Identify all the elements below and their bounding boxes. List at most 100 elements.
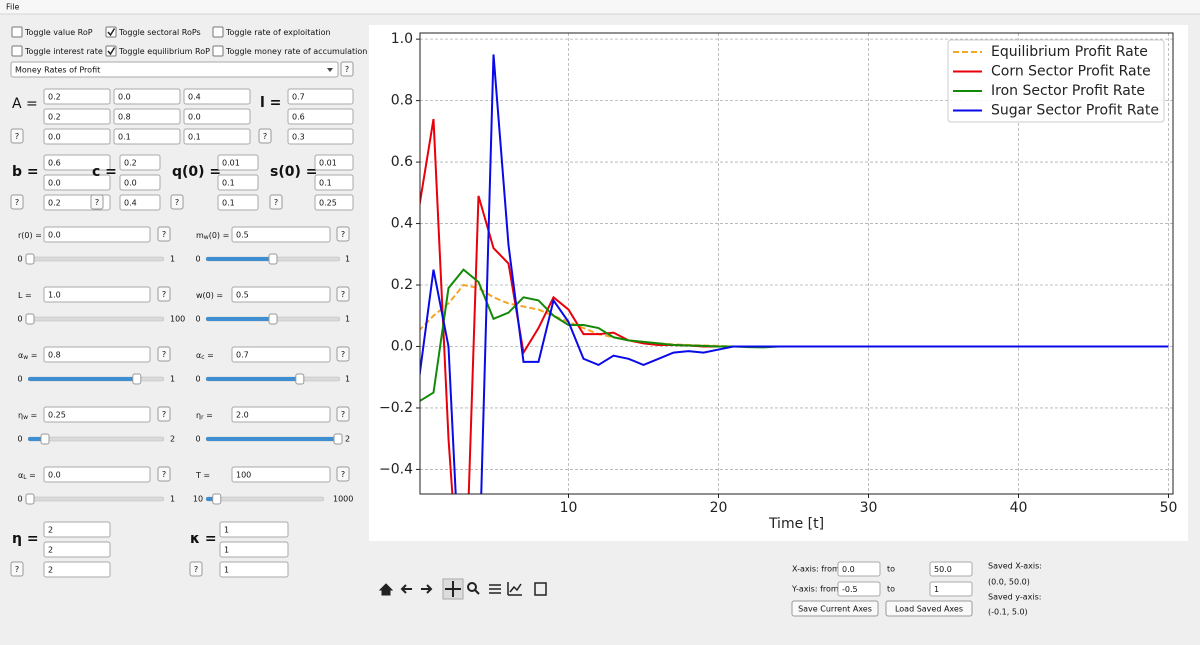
- slider-thumb[interactable]: [295, 373, 305, 385]
- help-button[interactable]: [10, 194, 24, 210]
- text-input[interactable]: [231, 346, 331, 363]
- text-input[interactable]: [231, 286, 331, 303]
- slider-thumb[interactable]: [25, 253, 35, 265]
- forward-icon[interactable]: [421, 584, 433, 594]
- help-button[interactable]: [340, 61, 354, 77]
- text-input[interactable]: [837, 561, 881, 577]
- saved-axes-text: Saved y-axis:: [988, 593, 1041, 602]
- text-input[interactable]: [43, 541, 111, 558]
- slider-fill: [28, 377, 137, 381]
- zoom-icon[interactable]: [467, 582, 477, 592]
- text-input[interactable]: [314, 154, 354, 171]
- configure-icon[interactable]: [489, 584, 501, 594]
- help-button[interactable]: [157, 406, 171, 422]
- text-input[interactable]: [217, 174, 259, 191]
- slider-max: 100: [170, 315, 185, 324]
- text-input[interactable]: [219, 561, 289, 578]
- y-tick-label: 0.2: [391, 277, 413, 293]
- text-input[interactable]: [43, 406, 151, 423]
- text-input[interactable]: [217, 154, 259, 171]
- text-input[interactable]: [43, 128, 111, 145]
- checkbox[interactable]: [212, 26, 224, 38]
- text-input[interactable]: [217, 194, 259, 211]
- text-input[interactable]: [287, 128, 354, 145]
- slider-thumb[interactable]: [40, 433, 50, 445]
- text-input[interactable]: [43, 521, 111, 538]
- text-input[interactable]: [219, 541, 289, 558]
- slider-thumb[interactable]: [25, 313, 35, 325]
- help-button[interactable]: [157, 466, 171, 482]
- text-input[interactable]: [43, 226, 151, 243]
- text-input[interactable]: [287, 108, 354, 125]
- button[interactable]: [885, 600, 973, 617]
- button[interactable]: [791, 600, 879, 617]
- menu-file[interactable]: File: [6, 3, 19, 12]
- dropdown[interactable]: [10, 61, 339, 78]
- help-button[interactable]: [90, 194, 104, 210]
- text-input[interactable]: [43, 88, 111, 105]
- text-input[interactable]: [231, 406, 331, 423]
- text-input[interactable]: [929, 561, 973, 577]
- help-button[interactable]: [10, 128, 24, 144]
- save-icon[interactable]: [534, 582, 547, 596]
- slider-thumb[interactable]: [268, 253, 278, 265]
- help-button[interactable]: [269, 194, 283, 210]
- text-input[interactable]: [314, 174, 354, 191]
- help-button[interactable]: [157, 226, 171, 242]
- slider-min: 0: [17, 495, 22, 504]
- home-icon[interactable]: [378, 583, 394, 596]
- checkbox[interactable]: [212, 45, 224, 57]
- help-button[interactable]: [189, 561, 203, 577]
- input-value: 0.0: [48, 231, 61, 240]
- help-button[interactable]: [336, 226, 350, 242]
- text-input[interactable]: [183, 128, 251, 145]
- text-input[interactable]: [287, 88, 354, 105]
- text-input[interactable]: [183, 88, 251, 105]
- text-input[interactable]: [219, 521, 289, 538]
- text-input[interactable]: [113, 128, 181, 145]
- text-input[interactable]: [314, 194, 354, 211]
- text-input[interactable]: [113, 108, 181, 125]
- text-input[interactable]: [231, 226, 331, 243]
- label-main: l =: [260, 95, 281, 111]
- label-main: T =: [195, 471, 210, 480]
- text-input[interactable]: [119, 174, 161, 191]
- help-button[interactable]: [336, 406, 350, 422]
- slider-thumb[interactable]: [333, 433, 343, 445]
- back-icon[interactable]: [400, 584, 412, 594]
- text-input[interactable]: [837, 581, 881, 597]
- help-button[interactable]: [157, 346, 171, 362]
- slider-thumb[interactable]: [212, 493, 222, 505]
- label-sub: r: [201, 414, 204, 421]
- text-input[interactable]: [43, 286, 151, 303]
- text-input[interactable]: [119, 154, 161, 171]
- help-button[interactable]: [336, 466, 350, 482]
- checkbox[interactable]: [11, 45, 23, 57]
- text-input[interactable]: [43, 154, 111, 171]
- text-input[interactable]: [43, 108, 111, 125]
- text-input[interactable]: [183, 108, 251, 125]
- help-button[interactable]: [157, 286, 171, 302]
- axes-icon[interactable]: [507, 582, 522, 596]
- text-input[interactable]: [43, 174, 111, 191]
- slider-thumb[interactable]: [268, 313, 278, 325]
- text-input[interactable]: [43, 561, 111, 578]
- button-label: Load Saved Axes: [895, 605, 963, 614]
- help-button[interactable]: [336, 286, 350, 302]
- text-input[interactable]: [231, 466, 331, 483]
- input-value: 1: [224, 546, 229, 555]
- help-button[interactable]: [10, 561, 24, 577]
- slider-max: 1: [170, 495, 175, 504]
- slider-thumb[interactable]: [132, 373, 142, 385]
- text-input[interactable]: [119, 194, 161, 211]
- checkbox[interactable]: [11, 26, 23, 38]
- slider-thumb[interactable]: [25, 493, 35, 505]
- help-button[interactable]: [170, 194, 184, 210]
- text-input[interactable]: [113, 88, 181, 105]
- input-value: 1: [934, 585, 939, 594]
- text-input[interactable]: [43, 466, 151, 483]
- text-input[interactable]: [929, 581, 973, 597]
- text-input[interactable]: [43, 346, 151, 363]
- help-button[interactable]: [336, 346, 350, 362]
- help-button[interactable]: [258, 128, 272, 144]
